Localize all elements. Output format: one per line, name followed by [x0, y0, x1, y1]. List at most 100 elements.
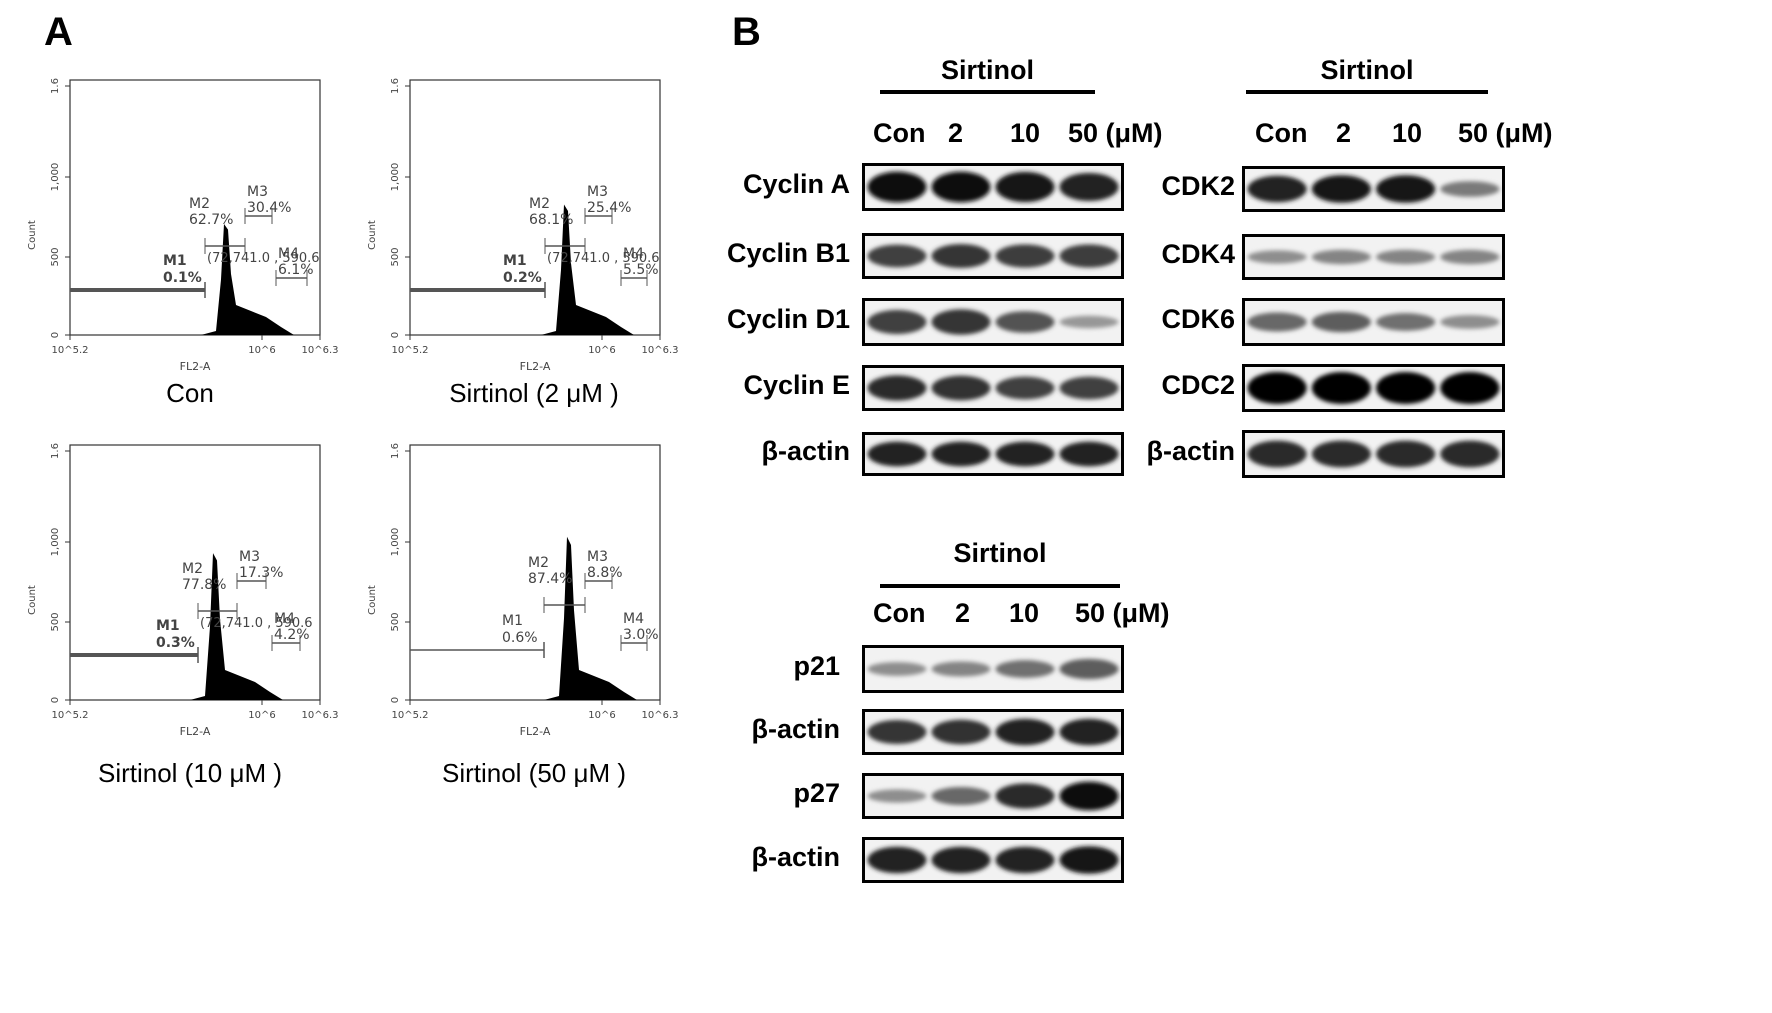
- blot-row-label: CDK6: [1161, 304, 1235, 334]
- histogram-area: [544, 536, 637, 700]
- plot-frame: [409, 79, 661, 336]
- histogram-panel: 0 500 1,000 1.6 Count 10^5.2 10^6 10^6.3 FL2-A M1…: [340, 435, 680, 738]
- blot-image: [865, 368, 1121, 408]
- x-tick-label: 10^6.3: [641, 345, 678, 356]
- blot-band: [931, 846, 991, 874]
- gate-m1-value: 0.6%: [502, 630, 538, 646]
- y-tick-label: 500: [50, 612, 61, 631]
- y-axis-title: Count: [367, 220, 378, 250]
- blot-image: [865, 301, 1121, 343]
- blot-band: [1247, 175, 1307, 203]
- histogram-area: [201, 224, 294, 335]
- blot-band: [1440, 249, 1500, 265]
- x-tick-label: 10^6: [248, 710, 275, 721]
- blot-group-title: Sirtinol: [953, 538, 1047, 568]
- blot-band: [1059, 846, 1119, 874]
- x-tick-label: 10^6: [588, 710, 615, 721]
- blot-band: [1247, 250, 1307, 264]
- gate-m3-value: 17.3%: [239, 565, 283, 581]
- treatment-bar: [880, 90, 1095, 94]
- blot-row-label: Cyclin D1: [726, 304, 850, 334]
- lane-label: 2: [948, 118, 964, 148]
- blot-image: [1245, 237, 1502, 277]
- blot-band: [995, 846, 1055, 874]
- x-tick-label: 10^5.2: [51, 345, 88, 356]
- gate-m2-value: 62.7%: [189, 212, 233, 228]
- blot-band: [867, 662, 927, 676]
- blot-band: [995, 441, 1055, 467]
- gate-m1-name: M1: [156, 618, 180, 634]
- y-axis-title: Count: [367, 585, 378, 615]
- blot-strip: [862, 432, 1124, 476]
- blot-band: [867, 846, 927, 874]
- y-tick-label: 0: [50, 332, 61, 338]
- panel-letter-a: A: [44, 10, 73, 54]
- histogram-caption: Sirtinol (2 μM ): [449, 378, 619, 408]
- blot-band: [1311, 372, 1371, 404]
- histogram-chart: 0 500 1,000 1.6 Count 10^5.2 10^6 10^6.3 FL2-A M1…: [367, 78, 679, 373]
- blot-image: [865, 776, 1121, 816]
- blot-band: [1376, 313, 1436, 331]
- blot-band: [1440, 315, 1500, 329]
- blot-group-title: Sirtinol: [941, 55, 1034, 85]
- y-tick-label: 1.6: [50, 443, 61, 459]
- blot-strip: [862, 709, 1124, 755]
- lane-label: 10: [1009, 598, 1040, 628]
- blot-band: [995, 311, 1055, 333]
- gate-m3-value: 25.4%: [587, 200, 631, 216]
- blot-strip: [1242, 234, 1505, 280]
- blot-band: [1440, 372, 1500, 404]
- blot-band: [867, 309, 927, 335]
- histogram-panel: 0 500 1,000 1.6 Count 10^5.2 10^6 10^6.3 FL2-A M1…: [340, 70, 680, 373]
- blot-image: [1245, 433, 1502, 475]
- y-tick-label: 1.6: [50, 78, 61, 94]
- blot-band: [995, 244, 1055, 268]
- treatment-bar: [880, 584, 1120, 588]
- gate-m2-value: 68.1%: [529, 212, 573, 228]
- blot-row-label: p27: [793, 778, 840, 808]
- gate-m2-value: 87.4%: [528, 571, 572, 587]
- blot-band: [1440, 181, 1500, 197]
- y-tick-label: 500: [390, 247, 401, 266]
- treatment-bar: [1246, 90, 1488, 94]
- lane-label: 2: [1336, 118, 1352, 148]
- gate-m3-value: 30.4%: [247, 200, 291, 216]
- gate-m2-name: M2: [182, 561, 203, 577]
- blot-strip: [862, 645, 1124, 693]
- y-tick-label: 1,000: [390, 528, 401, 557]
- histogram-caption: Con: [166, 378, 214, 408]
- blot-row-label: CDK4: [1161, 239, 1235, 269]
- blot-image: [865, 712, 1121, 752]
- gate-m4-value: 4.2%: [274, 627, 310, 643]
- y-tick-label: 1,000: [50, 163, 61, 192]
- histogram-chart: 0 500 1,000 1.6 Count 10^5.2 10^6 10^6.3 FL2-A M1…: [27, 78, 339, 373]
- blot-band: [1311, 175, 1371, 203]
- gate-m3-name: M3: [247, 184, 268, 200]
- y-tick-label: 1,000: [50, 528, 61, 557]
- gate-m1-value: 0.2%: [503, 270, 542, 286]
- y-tick-label: 1.6: [390, 443, 401, 459]
- gate-overlay-stats: (72,741.0 , 590.6: [200, 616, 313, 631]
- histogram-area: [190, 553, 283, 700]
- blot-band: [931, 661, 991, 677]
- blot-row-label: CDC2: [1161, 370, 1235, 400]
- x-tick-label: 10^5.2: [391, 710, 428, 721]
- blot-band: [1059, 244, 1119, 268]
- gate-m2-value: 77.8%: [182, 577, 226, 593]
- blot-strip: [1242, 298, 1505, 346]
- blot-band: [1059, 718, 1119, 746]
- blot-row-label: p21: [793, 651, 840, 681]
- blot-row-label: Cyclin E: [743, 370, 850, 400]
- blot-image: [1245, 301, 1502, 343]
- histogram-panel: 0 500 1,000 1.6 Count 10^5.2 10^6 10^6.3 FL2-A M1…: [0, 70, 340, 373]
- blot-image: [865, 166, 1121, 208]
- blot-strip: [862, 837, 1124, 883]
- blot-band: [931, 171, 991, 203]
- blot-band: [1376, 249, 1436, 265]
- blot-row-label: β-actin: [761, 436, 851, 466]
- blot-image: [865, 236, 1121, 276]
- gate-m1-name: M1: [502, 613, 523, 629]
- gate-m4-value: 5.5%: [623, 262, 659, 278]
- blot-image: [1245, 169, 1502, 209]
- histogram-chart: 0 500 1,000 1.6 Count 10^5.2 10^6 10^6.3 FL2-A M1…: [27, 443, 339, 738]
